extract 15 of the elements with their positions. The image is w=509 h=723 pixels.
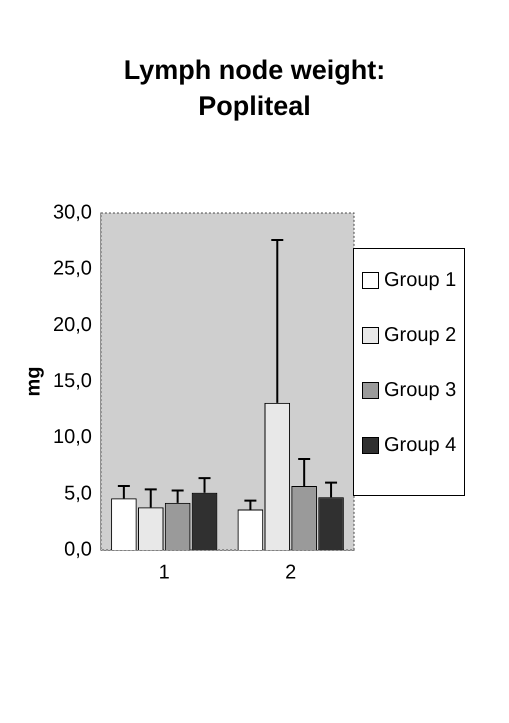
y-tick-label: 25,0 xyxy=(52,258,92,280)
y-tick-label: 15,0 xyxy=(52,370,92,392)
x-tick-label: 1 xyxy=(158,562,170,584)
y-axis-title: mg xyxy=(22,366,45,396)
legend-label: Group 2 xyxy=(384,324,456,347)
legend-label: Group 4 xyxy=(384,434,456,457)
legend-label: Group 1 xyxy=(384,269,456,292)
chart-title: Lymph node weight: Popliteal xyxy=(122,54,386,123)
y-tick-label: 20,0 xyxy=(52,314,92,336)
y-tick-label: 0,0 xyxy=(64,538,92,561)
legend-label: Group 3 xyxy=(384,379,456,402)
y-tick-label: 30,0 xyxy=(52,202,92,224)
y-tick-label: 10,0 xyxy=(52,426,92,448)
x-tick-label: 2 xyxy=(285,562,296,584)
y-tick-label: 5,0 xyxy=(64,482,92,504)
